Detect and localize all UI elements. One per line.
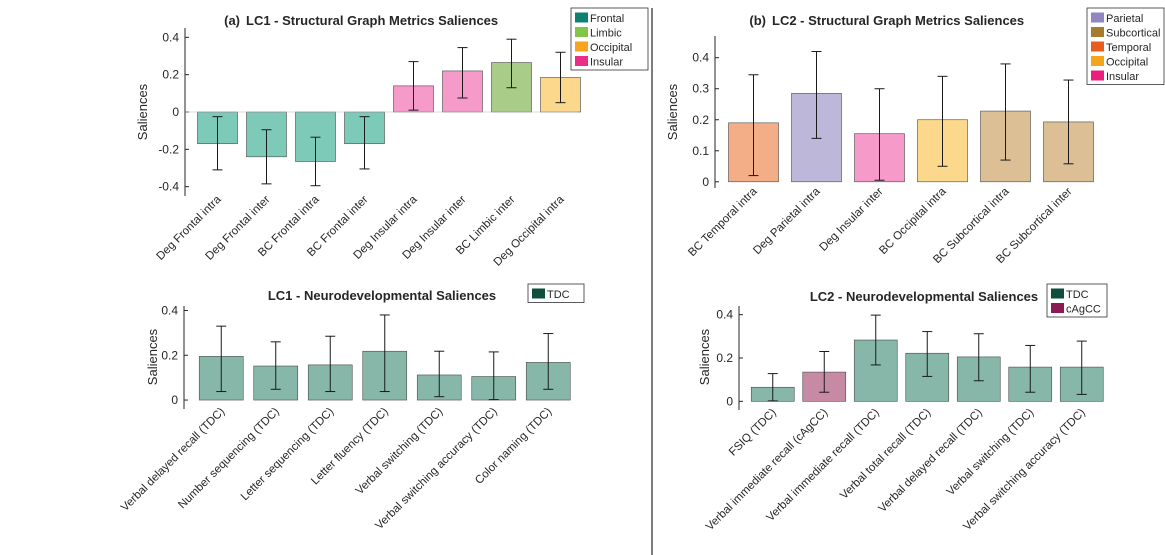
chart-lc1-neuro: LC1 - Neurodevelopmental Saliences Salie… <box>119 283 585 533</box>
y-axis-label-lc1-structural: Saliences <box>135 83 150 140</box>
panel-label-b: (b) <box>749 13 766 28</box>
x-tick-label: BC Temporal intra <box>686 185 760 259</box>
chart-title-lc2-structural: LC2 - Structural Graph Metrics Saliences <box>772 13 1024 28</box>
legend-swatch <box>575 12 588 23</box>
legend-label: Occipital <box>590 42 632 54</box>
x-tick-label: Deg Insular inter <box>817 186 885 254</box>
x-tick-label: Verbal delayed recall (TDC) <box>119 406 227 514</box>
x-tick-label: Letter sequencing (TDC) <box>239 406 337 504</box>
y-axis-label-lc1-neuro: Saliences <box>145 328 160 385</box>
y-tick-label: 0 <box>702 175 709 189</box>
x-tick-label: Verbal delayed recall (TDC) <box>876 407 984 515</box>
legend-swatch <box>1091 27 1104 37</box>
legend-swatch <box>1051 303 1064 313</box>
y-tick-label: 0.1 <box>692 144 709 158</box>
legend-lc1-neuro: TDC <box>527 283 585 303</box>
chart-title-lc2-neuro: LC2 - Neurodevelopmental Saliences <box>810 289 1038 304</box>
legend-swatch <box>575 56 588 66</box>
legend-lc1-structural: Frontal Limbic Occipital Insular <box>570 7 649 71</box>
legend-swatch <box>532 288 545 299</box>
legend-label: cAgCC <box>1066 304 1101 316</box>
legend-label: Frontal <box>590 13 624 25</box>
legend-lc2-structural: Parietal Subcortical Temporal Occipital Insu… <box>1086 7 1165 85</box>
legend-swatch <box>1051 288 1064 299</box>
x-tick-label: Verbal immediate recall (TDC) <box>764 407 882 525</box>
legend-label: TDC <box>1066 289 1089 301</box>
y-axis-label-lc2-structural: Saliences <box>665 83 680 140</box>
y-tick-label: 0.2 <box>162 68 179 82</box>
legend-swatch <box>1091 70 1104 81</box>
legend-lc2-neuro: TDC cAgCC <box>1046 283 1108 318</box>
x-tick-label: FSIQ (TDC) <box>727 407 779 459</box>
y-tick-label: 0 <box>726 394 733 408</box>
y-tick-label: 0.2 <box>161 348 178 362</box>
x-tick-label: BC Occipital intra <box>877 185 949 257</box>
y-tick-label: -0.4 <box>158 180 179 194</box>
chart-title-lc1-structural: LC1 - Structural Graph Metrics Saliences <box>246 13 498 28</box>
x-tick-label: Verbal total recall (TDC) <box>838 407 933 502</box>
y-tick-label: 0 <box>171 393 178 407</box>
y-tick-label: 0.3 <box>692 82 709 96</box>
legend-label: Insular <box>590 57 623 69</box>
legend-label: Occipital <box>1106 57 1148 69</box>
legend-label: TDC <box>547 289 570 301</box>
legend-label: Limbic <box>590 28 622 40</box>
y-tick-label: 0 <box>172 105 179 119</box>
x-tick-label: Verbal switching accuracy (TDC) <box>373 406 500 533</box>
chart-lc2-structural: (b) LC2 - Structural Graph Metrics Salie… <box>665 7 1165 266</box>
legend-swatch <box>1091 56 1104 66</box>
y-tick-label: -0.2 <box>158 142 179 156</box>
y-tick-label: 0.2 <box>692 113 709 127</box>
x-tick-label: Number sequencing (TDC) <box>176 406 282 512</box>
y-tick-label: 0.2 <box>716 351 733 365</box>
chart-lc2-neuro: LC2 - Neurodevelopmental Saliences Salie… <box>697 283 1108 533</box>
chart-lc1-structural: (a) LC1 - Structural Graph Metrics Salie… <box>135 7 649 269</box>
x-tick-label: Verbal switching (TDC) <box>945 407 1037 499</box>
x-tick-label: Deg Parietal intra <box>751 185 823 257</box>
legend-swatch <box>1091 41 1104 52</box>
legend-label: Subcortical <box>1106 28 1160 40</box>
legend-swatch <box>575 41 588 52</box>
y-tick-label: 0.4 <box>161 303 178 317</box>
y-tick-label: 0.4 <box>692 51 709 65</box>
legend-label: Temporal <box>1106 42 1151 54</box>
legend-label: Insular <box>1106 71 1139 83</box>
y-tick-label: 0.4 <box>716 308 733 322</box>
legend-swatch <box>1091 12 1104 23</box>
chart-title-lc1-neuro: LC1 - Neurodevelopmental Saliences <box>268 288 496 303</box>
legend-label: Parietal <box>1106 13 1143 25</box>
legend-swatch <box>575 27 588 37</box>
panel-label-a: (a) <box>224 13 240 28</box>
y-axis-label-lc2-neuro: Saliences <box>697 328 712 385</box>
y-tick-label: 0.4 <box>162 30 179 44</box>
